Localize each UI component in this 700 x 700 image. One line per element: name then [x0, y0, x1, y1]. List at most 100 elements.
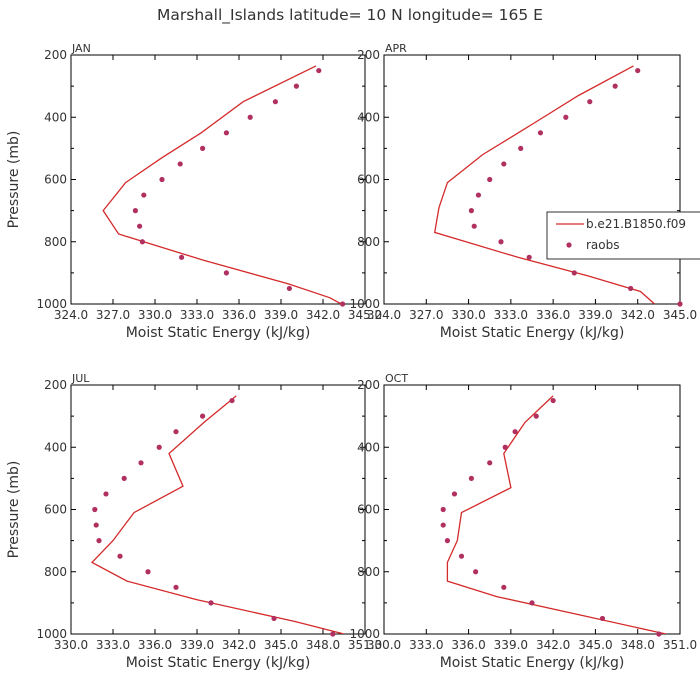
y-tick-label: 400: [44, 110, 67, 124]
obs-marker: [272, 99, 278, 105]
plot-frame: [383, 54, 681, 305]
obs-marker: [487, 176, 493, 183]
x-tick-label: 342.0: [536, 638, 570, 652]
x-tick-label: 336.0: [138, 638, 172, 652]
obs-marker: [330, 631, 336, 637]
y-axis-label: Pressure (mb): [6, 461, 22, 559]
obs-marker: [487, 460, 493, 466]
obs-marker: [177, 161, 183, 167]
y-tick-label: 600: [44, 173, 67, 187]
obs-marker: [139, 239, 145, 245]
x-tick-label: 351.0: [663, 638, 697, 652]
obs-marker: [563, 114, 569, 120]
x-tick-label: 333.0: [409, 638, 443, 652]
obs-marker: [247, 114, 253, 120]
panel-label: JUL: [71, 372, 90, 385]
x-tick-label: 342.0: [306, 308, 340, 322]
y-axis-label: Pressure (mb): [6, 131, 22, 229]
obs-marker: [340, 301, 346, 307]
x-tick-label: 351.0: [348, 638, 382, 652]
obs-marker: [271, 615, 277, 622]
x-tick-label: 327.0: [409, 308, 443, 322]
obs-marker: [200, 413, 206, 419]
panel-label: OCT: [385, 372, 408, 385]
obs-marker: [286, 285, 292, 292]
x-tick-label: 339.0: [264, 308, 298, 322]
obs-marker: [96, 538, 102, 544]
obs-marker: [471, 223, 477, 229]
obs-marker: [458, 553, 465, 559]
x-tick-label: 330.0: [138, 308, 172, 322]
legend-model-label: b.e21.B1850.f09: [586, 217, 686, 231]
x-tick-label: 336.0: [222, 308, 256, 322]
y-tick-label: 1000: [36, 627, 67, 641]
obs-marker: [145, 569, 151, 575]
y-tick-label: 200: [44, 378, 67, 392]
y-tick-label: 1000: [349, 627, 380, 641]
obs-marker: [316, 67, 322, 74]
legend: b.e21.B1850.f09 raobs: [546, 211, 700, 260]
obs-marker: [141, 192, 147, 198]
obs-marker: [138, 460, 144, 466]
x-tick-label: 345.0: [663, 308, 697, 322]
x-tick-label: 327.0: [96, 308, 130, 322]
series-line-model: [102, 65, 342, 304]
x-axis-label: Moist Static Energy (kJ/kg): [126, 655, 311, 671]
obs-marker: [156, 444, 162, 450]
x-tick-label: 339.0: [578, 308, 612, 322]
x-tick-label: 345.0: [264, 638, 298, 652]
obs-marker: [677, 301, 683, 307]
x-tick-label: 333.0: [96, 638, 130, 652]
obs-marker: [223, 130, 229, 136]
x-tick-label: 330.0: [367, 638, 401, 652]
x-tick-label: 333.0: [494, 308, 528, 322]
obs-marker: [293, 83, 299, 89]
plot-frame: [383, 384, 681, 635]
x-tick-label: 339.0: [494, 638, 528, 652]
y-tick-label: 800: [44, 565, 67, 579]
obs-marker: [529, 600, 535, 606]
y-tick-label: 600: [357, 173, 380, 187]
x-tick-label: 348.0: [621, 638, 655, 652]
obs-marker: [502, 444, 508, 450]
obs-marker: [121, 475, 127, 481]
y-tick-label: 1000: [36, 297, 67, 311]
obs-marker: [451, 491, 458, 497]
legend-box: [546, 211, 700, 260]
obs-marker: [550, 397, 556, 404]
y-tick-label: 800: [357, 235, 380, 249]
obs-marker: [628, 285, 634, 292]
x-tick-label: 333.0: [180, 308, 214, 322]
x-tick-label: 348.0: [306, 638, 340, 652]
obs-marker: [132, 208, 138, 214]
x-axis-label: Moist Static Energy (kJ/kg): [440, 655, 625, 671]
y-tick-label: 200: [44, 48, 67, 62]
obs-marker: [208, 600, 214, 606]
obs-marker: [440, 506, 446, 513]
obs-marker: [537, 130, 544, 136]
x-tick-label: 342.0: [222, 638, 256, 652]
obs-marker: [468, 475, 474, 481]
obs-marker: [475, 192, 482, 198]
obs-marker: [468, 208, 474, 214]
obs-marker: [501, 161, 507, 167]
x-tick-label: 336.0: [536, 308, 570, 322]
y-tick-label: 200: [357, 378, 380, 392]
obs-marker: [173, 429, 179, 435]
x-tick-label: 330.0: [451, 308, 485, 322]
y-tick-label: 600: [44, 503, 67, 517]
x-tick-label: 345.0: [578, 638, 612, 652]
x-tick-label: 345.0: [348, 308, 382, 322]
panel-label: APR: [385, 42, 407, 55]
obs-marker: [518, 145, 524, 151]
x-tick-label: 339.0: [180, 638, 214, 652]
y-tick-label: 800: [44, 235, 67, 249]
obs-marker: [444, 538, 451, 544]
legend-obs-marker: [566, 242, 572, 248]
y-tick-label: 600: [357, 503, 380, 517]
obs-marker: [571, 270, 577, 276]
panel-label: JAN: [71, 42, 91, 55]
